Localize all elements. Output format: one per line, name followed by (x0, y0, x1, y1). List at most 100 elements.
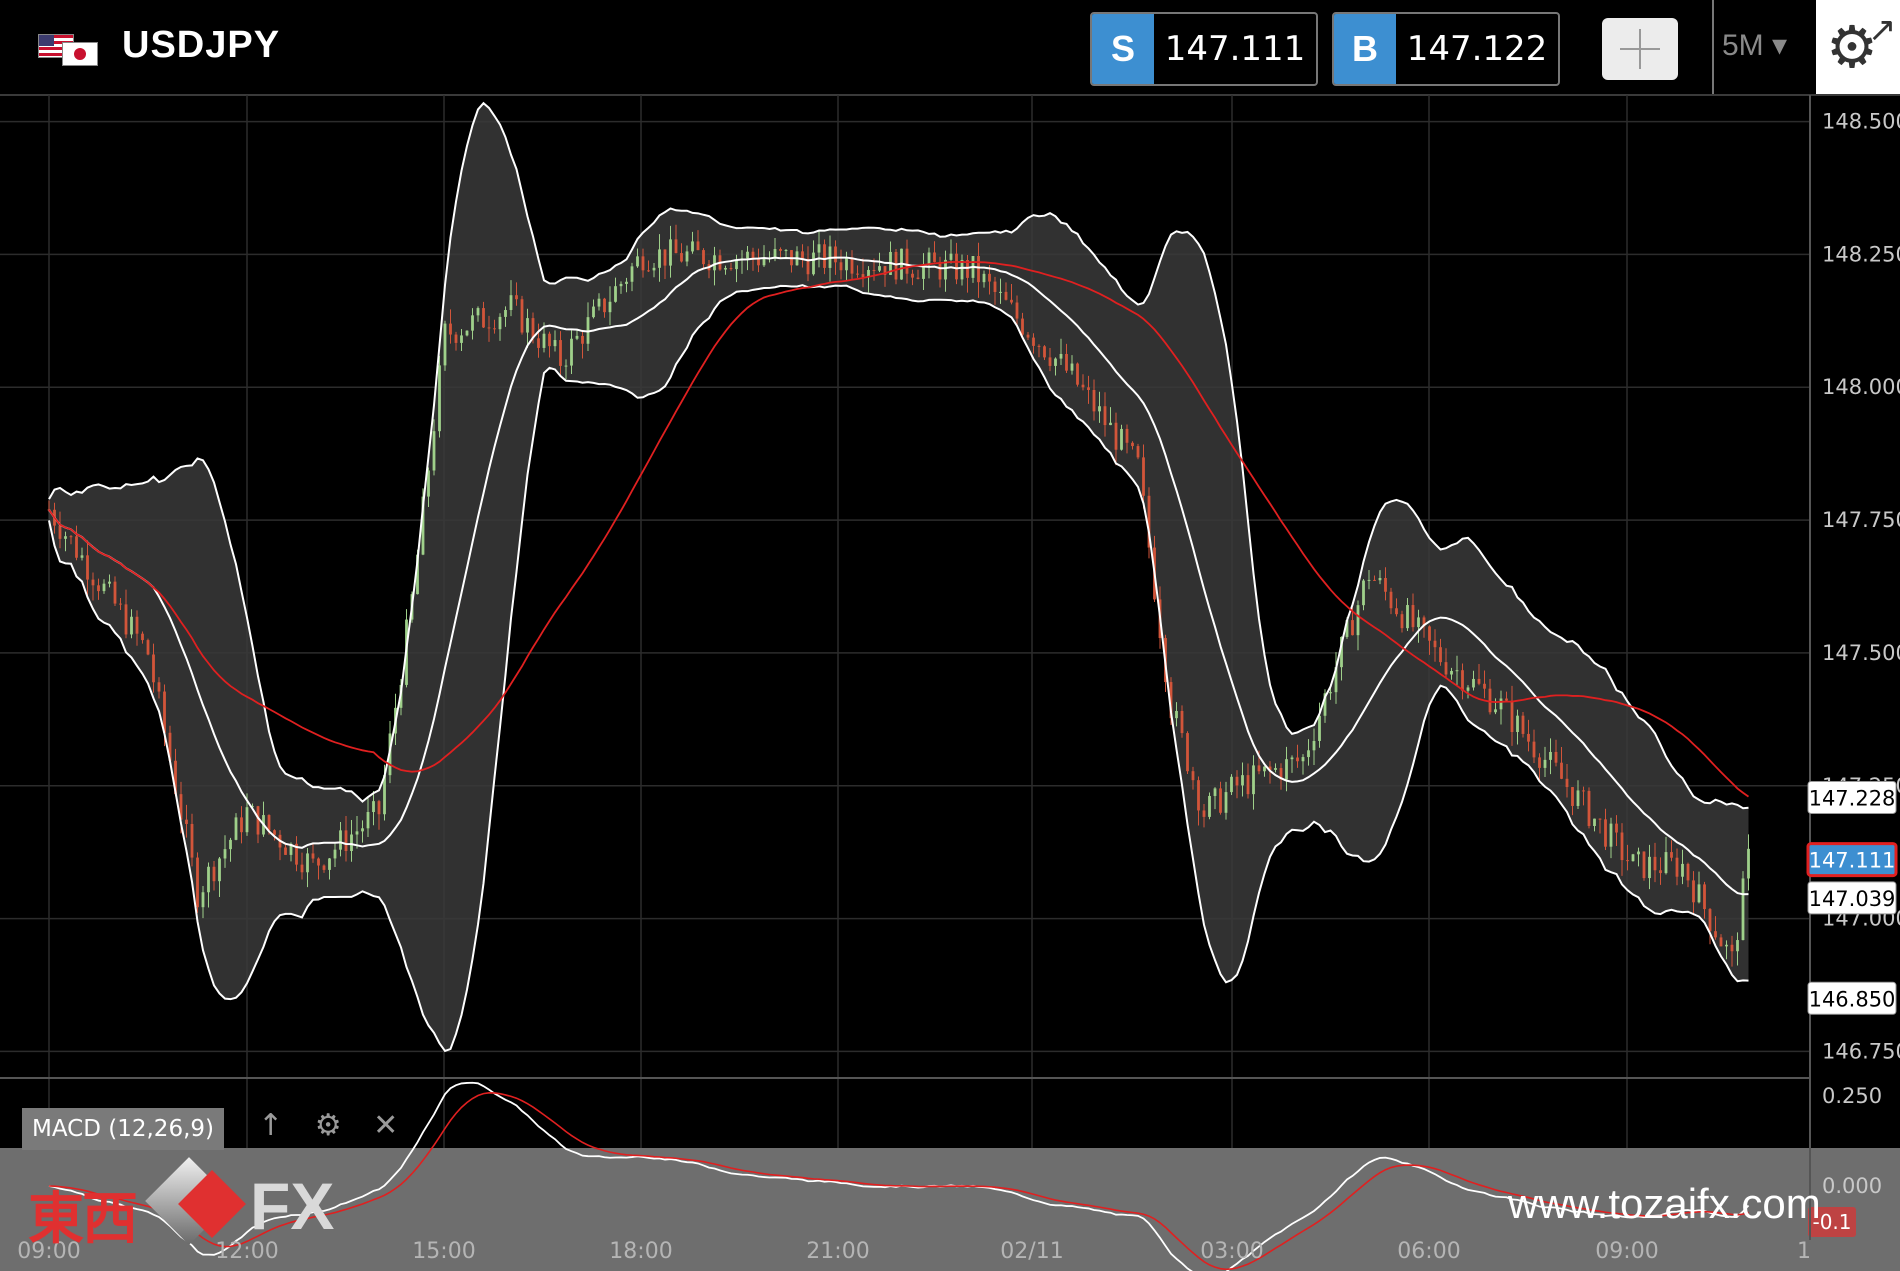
candle (1653, 856, 1657, 871)
candle (916, 277, 920, 279)
candle (1422, 617, 1426, 627)
candle (773, 249, 777, 258)
candle (1296, 757, 1299, 762)
candle (581, 335, 584, 344)
candle (1598, 818, 1602, 820)
candle (680, 253, 683, 262)
candle (1120, 428, 1123, 450)
candle (1686, 863, 1690, 881)
macd-indicator-label[interactable]: MACD (12,26,9) (22, 1108, 224, 1150)
timeframe-select[interactable]: 5M ▾ (1722, 29, 1788, 62)
candle (1323, 693, 1327, 716)
close-icon[interactable]: ✕ (373, 1108, 399, 1143)
candle (960, 259, 964, 280)
candle (922, 264, 925, 279)
candle (487, 327, 491, 329)
candle (564, 365, 568, 367)
candle (383, 775, 386, 815)
candle (1125, 428, 1129, 443)
website-url[interactable]: www.tozaifx.com (1508, 1180, 1821, 1227)
candle (317, 858, 320, 866)
candle (1604, 819, 1607, 847)
candle (713, 255, 716, 271)
candle (1076, 363, 1079, 385)
price-marker (1807, 780, 1897, 814)
candle (1059, 353, 1063, 359)
buy-button[interactable]: B 147.122 (1332, 12, 1560, 86)
candle (168, 732, 172, 761)
candle (1312, 740, 1316, 751)
macd-y-tick-label: 0.000 (1822, 1174, 1882, 1198)
candle (1098, 406, 1101, 412)
candle (80, 555, 84, 558)
candle (482, 308, 485, 328)
candle (476, 308, 480, 316)
candle (69, 536, 73, 538)
moving-average-line (48, 260, 1750, 798)
candle (355, 831, 359, 835)
candle (647, 270, 650, 272)
candle (1411, 605, 1415, 628)
gear-icon[interactable]: ⚙ (314, 1108, 342, 1143)
close-icon: ↗ (1868, 10, 1897, 50)
candle (1263, 766, 1266, 772)
bollinger-middle-line (48, 256, 1749, 896)
candle (674, 239, 678, 254)
candle (691, 241, 694, 252)
candle (641, 256, 645, 271)
crosshair-button[interactable] (1602, 18, 1678, 80)
candle (1169, 682, 1173, 719)
candle (1406, 605, 1409, 629)
candle (553, 340, 557, 347)
candle (1004, 291, 1008, 300)
candle (1279, 768, 1283, 780)
candle (1433, 640, 1437, 648)
candle (1747, 848, 1750, 879)
candle (135, 616, 139, 634)
candle (1142, 457, 1145, 496)
candle (982, 273, 986, 283)
candle (1032, 337, 1035, 346)
candle (663, 249, 667, 266)
candle (1538, 757, 1541, 768)
logo-fx: FX (250, 1169, 335, 1243)
x-tick-label: 03:00 (1200, 1239, 1263, 1264)
candle (1631, 854, 1635, 862)
arrow-up-icon[interactable]: ↑ (258, 1108, 284, 1143)
bollinger-band (49, 103, 1749, 1051)
macd-lower-shade (0, 1148, 1900, 1271)
candle (845, 257, 848, 271)
timeframe-value: 5M (1722, 29, 1764, 62)
candle (1301, 757, 1305, 762)
candle (1439, 647, 1442, 663)
candle (839, 262, 843, 271)
candle (267, 815, 271, 831)
candle (174, 760, 177, 795)
candle (592, 306, 595, 318)
candle (735, 259, 738, 270)
candle (1147, 495, 1151, 548)
candle (146, 640, 150, 655)
candle (1648, 856, 1651, 879)
macd-y-tick-label: 0.250 (1822, 1084, 1882, 1108)
candle (1505, 698, 1508, 701)
symbol-title[interactable]: USDJPY (122, 24, 281, 66)
candle (234, 817, 238, 840)
candle (850, 257, 854, 274)
candle (1081, 384, 1085, 388)
candle (498, 316, 502, 330)
candle (1373, 579, 1376, 581)
candle (185, 819, 188, 824)
candle (284, 847, 287, 855)
candle (586, 317, 590, 344)
candle (75, 536, 78, 558)
candle (955, 253, 958, 280)
candle (130, 616, 133, 635)
sell-button[interactable]: S 147.111 (1090, 12, 1318, 86)
candle (614, 286, 617, 302)
settings-button[interactable]: ⚙ ↗ (1816, 0, 1900, 94)
candle (460, 335, 463, 343)
candle (1417, 617, 1420, 628)
candle (817, 244, 821, 253)
